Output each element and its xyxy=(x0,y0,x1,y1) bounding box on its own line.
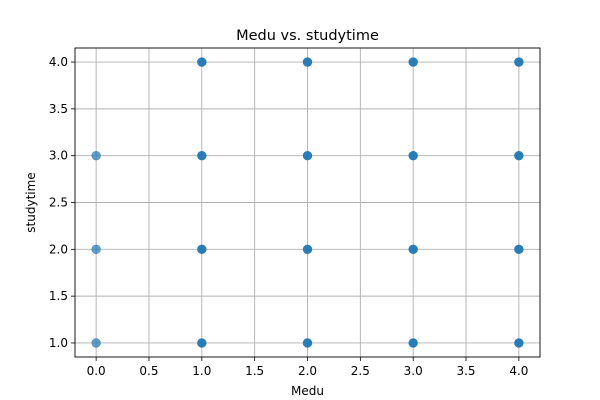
x-axis-label: Medu xyxy=(291,384,324,398)
data-point xyxy=(91,244,101,255)
data-point xyxy=(302,57,313,67)
data-point xyxy=(197,244,207,255)
data-point xyxy=(408,244,418,255)
chart-title: Medu vs. studytime xyxy=(236,28,379,44)
data-point xyxy=(197,338,207,348)
data-point xyxy=(408,338,418,348)
data-point xyxy=(514,244,524,255)
data-point xyxy=(302,244,313,255)
x-tick-label: 3.5 xyxy=(456,364,475,378)
data-point xyxy=(91,338,101,348)
y-tick-label: 3.0 xyxy=(49,149,68,163)
y-tick-label: 2.5 xyxy=(49,196,68,210)
y-axis-ticks: 1.0 1.5 2.0 2.5 3.0 3.5 4.0 xyxy=(49,55,75,350)
y-tick-label: 4.0 xyxy=(49,55,68,69)
data-point xyxy=(408,150,418,161)
x-tick-label: 3.0 xyxy=(404,364,423,378)
data-points xyxy=(91,57,524,348)
x-tick-label: 1.5 xyxy=(245,364,264,378)
x-axis-ticks: 0.0 0.5 1.0 1.5 2.0 2.5 3.0 3.5 4.0 xyxy=(87,357,528,378)
y-tick-label: 1.0 xyxy=(49,336,68,350)
x-tick-label: 4.0 xyxy=(509,364,528,378)
y-tick-label: 1.5 xyxy=(49,289,68,303)
data-point xyxy=(514,57,524,67)
data-point xyxy=(302,338,313,348)
data-point xyxy=(197,150,207,161)
x-tick-label: 2.0 xyxy=(298,364,317,378)
x-tick-label: 2.5 xyxy=(351,364,370,378)
data-point xyxy=(514,150,524,161)
data-point xyxy=(302,150,313,161)
x-tick-label: 0.0 xyxy=(87,364,106,378)
data-point xyxy=(197,57,207,67)
data-point xyxy=(91,150,101,161)
x-tick-label: 1.0 xyxy=(192,364,211,378)
y-tick-label: 2.0 xyxy=(49,242,68,256)
y-tick-label: 3.5 xyxy=(49,102,68,116)
data-point xyxy=(408,57,418,67)
data-point xyxy=(514,338,524,348)
x-tick-label: 0.5 xyxy=(139,364,158,378)
y-axis-label: studytime xyxy=(24,172,38,232)
